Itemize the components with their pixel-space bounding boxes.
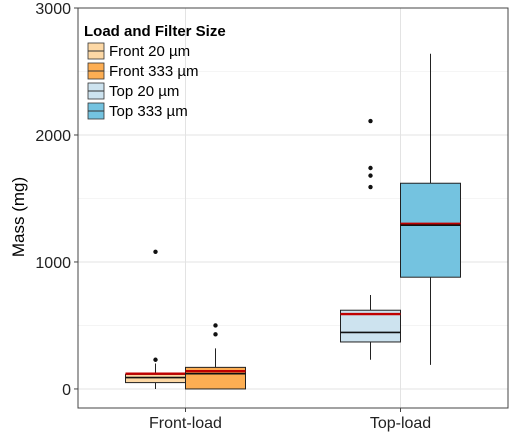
legend-label: Top 20 µm [109, 83, 179, 100]
outlier-point [368, 118, 373, 124]
y-tick-label: 0 [62, 382, 71, 399]
outlier-point [368, 165, 373, 171]
box-body [340, 309, 401, 343]
boxes [125, 53, 461, 390]
box-top-333-m [400, 53, 461, 365]
y-tick-label: 2000 [35, 128, 71, 145]
box-body [125, 373, 186, 384]
y-tick-label: 3000 [35, 1, 71, 18]
x-tick-label: Top-load [370, 415, 431, 432]
legend-label: Top 333 µm [109, 103, 188, 120]
y-tick-label: 1000 [35, 255, 71, 272]
axes: 0 1000 2000 3000 Front-load Top-load [35, 1, 509, 432]
x-tick-label: Front-load [149, 415, 222, 432]
outlier-point [213, 332, 218, 337]
outlier-point [153, 249, 158, 255]
box-body [185, 366, 246, 390]
outlier-point [153, 357, 158, 362]
box-front-333-m [185, 323, 246, 390]
plot-panel-border [77, 7, 509, 409]
outlier-point [213, 323, 218, 328]
outlier-point [368, 173, 373, 178]
legend: Load and Filter Size Front 20 µm Front 33… [84, 23, 226, 120]
box-body [400, 182, 461, 278]
box-top-20-m [340, 118, 401, 360]
legend-title: Load and Filter Size [84, 23, 226, 40]
outlier-point [368, 184, 373, 190]
legend-label: Front 20 µm [109, 43, 190, 60]
legend-label: Front 333 µm [109, 63, 199, 80]
box-front-20-m [125, 249, 186, 389]
y-axis-title: Mass (mg) [9, 177, 28, 257]
